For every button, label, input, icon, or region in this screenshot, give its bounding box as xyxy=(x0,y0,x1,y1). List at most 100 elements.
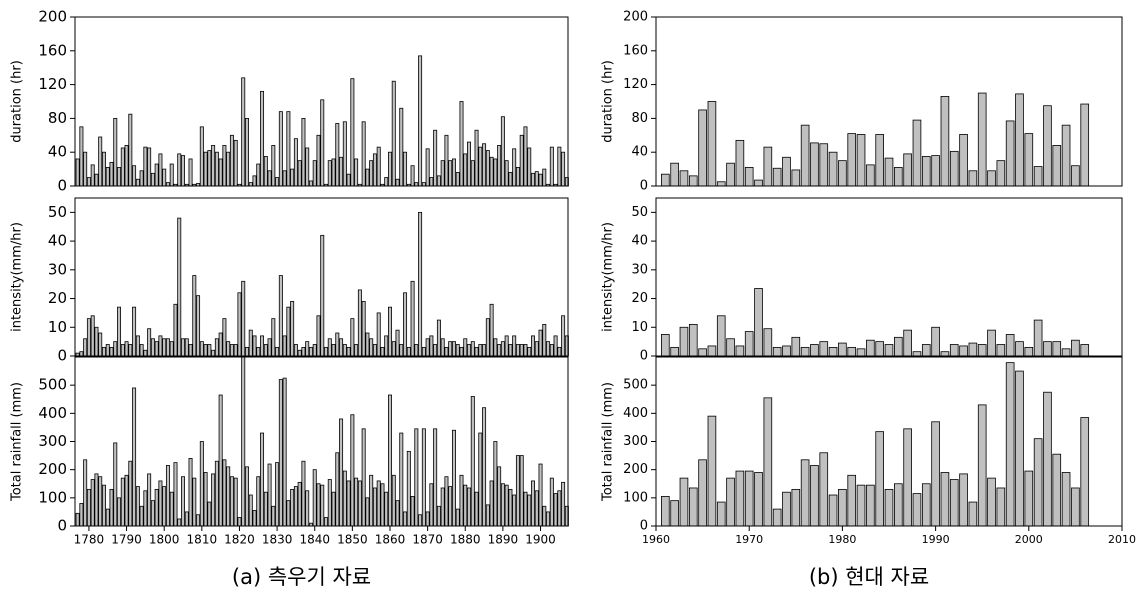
bar xyxy=(493,441,498,527)
bar xyxy=(399,107,404,187)
bar xyxy=(414,344,419,357)
bar xyxy=(482,407,487,527)
bar xyxy=(158,480,163,527)
bar xyxy=(241,280,246,357)
bar xyxy=(519,344,524,357)
bar xyxy=(968,501,978,527)
bar xyxy=(436,505,441,527)
bar xyxy=(260,335,265,357)
bar xyxy=(380,483,385,527)
bar xyxy=(1033,166,1043,187)
bar xyxy=(425,511,430,527)
bar xyxy=(1005,334,1015,357)
bar xyxy=(549,344,554,357)
bar xyxy=(754,179,763,187)
y-tick-label: 120 xyxy=(623,77,648,92)
bar xyxy=(79,351,84,357)
bar xyxy=(342,121,347,187)
bar xyxy=(173,462,178,527)
bar xyxy=(819,452,829,527)
bar xyxy=(327,160,332,187)
bar xyxy=(489,156,494,187)
bar xyxy=(331,158,336,187)
bar xyxy=(1024,470,1034,527)
bar xyxy=(320,234,325,357)
y-tick-label: 200 xyxy=(38,460,67,478)
bar xyxy=(293,138,298,187)
bar xyxy=(463,338,468,357)
x-tick-label: 1960 xyxy=(642,533,670,546)
bar xyxy=(561,315,566,357)
bar xyxy=(327,338,332,357)
bar xyxy=(305,147,310,187)
bar xyxy=(493,338,498,357)
bar xyxy=(800,459,810,527)
bar xyxy=(316,483,321,527)
bar xyxy=(361,301,366,357)
bar xyxy=(181,155,185,187)
bar xyxy=(233,477,238,527)
y-tick-label: 0 xyxy=(640,179,648,194)
bar xyxy=(444,134,449,187)
bar xyxy=(433,428,438,527)
bar xyxy=(478,432,483,527)
bar xyxy=(847,474,857,527)
bar xyxy=(856,348,866,357)
bar xyxy=(810,344,819,357)
bar xyxy=(169,163,174,187)
plot-frame xyxy=(655,16,1123,187)
bar xyxy=(538,329,543,357)
bar xyxy=(523,491,528,527)
bar xyxy=(838,342,847,357)
plot-frame xyxy=(655,197,1123,357)
bar xyxy=(154,488,159,527)
y-tick-label: 30 xyxy=(631,262,648,277)
bar xyxy=(83,459,88,527)
bar xyxy=(324,346,328,357)
y-tick-label: 50 xyxy=(48,203,67,221)
bar xyxy=(384,491,389,527)
bar xyxy=(297,160,302,187)
bar xyxy=(451,341,456,357)
bar xyxy=(455,508,460,527)
bar xyxy=(267,170,272,187)
bar xyxy=(154,163,159,187)
x-tick-label: 1970 xyxy=(735,533,763,546)
bar xyxy=(661,496,670,527)
bar xyxy=(94,473,99,527)
bar xyxy=(331,344,336,357)
bar xyxy=(679,170,689,187)
caption: (a) 측우기 자료 xyxy=(232,565,371,589)
bar xyxy=(542,505,547,527)
plot-frame xyxy=(74,197,569,357)
bar xyxy=(515,455,520,527)
bar xyxy=(372,344,377,357)
bar xyxy=(365,332,370,357)
bar xyxy=(117,497,122,527)
bar xyxy=(425,148,430,187)
bar xyxy=(124,341,129,357)
bar xyxy=(286,500,291,527)
y-tick-label: 40 xyxy=(631,234,648,249)
bar xyxy=(308,346,313,357)
bar xyxy=(707,415,717,527)
bar xyxy=(109,346,114,357)
bar xyxy=(772,346,782,357)
bar xyxy=(301,346,306,357)
bar xyxy=(515,167,520,187)
bar xyxy=(229,344,234,357)
bar xyxy=(177,518,182,527)
bar xyxy=(218,332,223,357)
bar xyxy=(519,134,524,187)
bar xyxy=(949,479,959,527)
bar xyxy=(856,134,866,187)
bar xyxy=(1005,362,1015,527)
bar xyxy=(218,394,223,527)
bar xyxy=(1052,453,1062,527)
bar xyxy=(158,335,163,357)
bar xyxy=(237,517,242,527)
bar xyxy=(949,150,959,187)
bar xyxy=(120,344,125,357)
bar xyxy=(772,508,782,527)
bar xyxy=(546,341,551,357)
